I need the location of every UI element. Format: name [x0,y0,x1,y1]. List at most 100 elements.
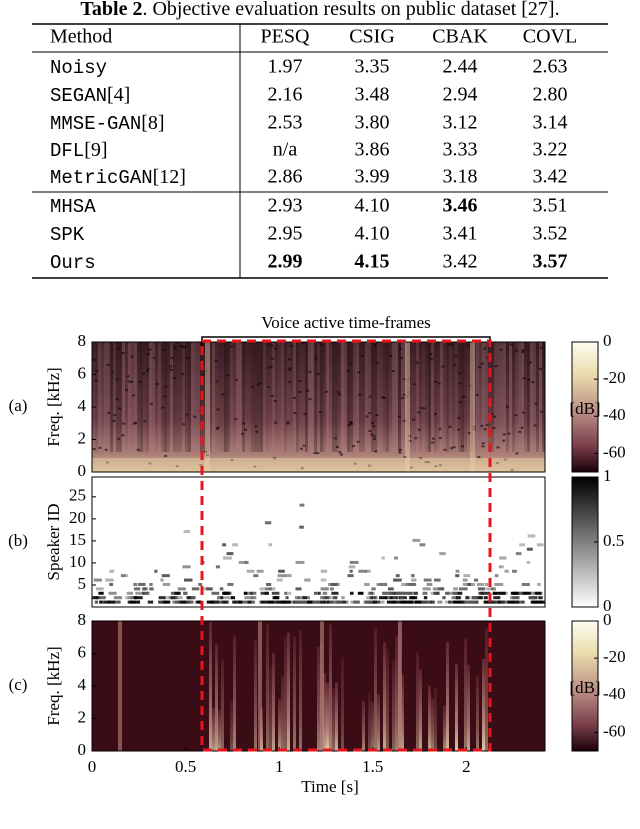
spectrogram-texture [341,342,344,452]
id-map-texture [268,600,275,604]
id-map-texture [390,591,395,595]
method-name: Noisy [50,57,107,79]
colorbar-tick-label: 1 [603,466,612,485]
value-cell: 2.63 [533,56,568,78]
value-cell: 2.16 [268,84,303,106]
spectrogram-texture [347,342,350,452]
id-map-texture [471,596,478,600]
id-map-texture [276,578,283,582]
spectrogram-texture [185,342,188,452]
spectrogram-texture [225,374,229,377]
spectrogram-texture [119,342,122,452]
spectrogram-texture [520,426,524,429]
spectrogram-texture [185,357,189,360]
id-map-texture [304,578,311,582]
id-map-texture [264,587,272,591]
spectrogram-texture [534,402,538,405]
id-map-texture [408,582,417,586]
spectrogram-texture [381,396,385,399]
id-map-texture [522,591,531,595]
spectrogram-texture [450,343,454,346]
spectrogram-texture [488,342,491,452]
colorbar [571,620,599,752]
id-map-texture [494,582,504,586]
spectrogram-texture [286,421,290,424]
spectrogram-texture [512,342,515,452]
spectrogram-texture [118,621,122,751]
spectrogram-texture [230,700,233,751]
id-map-texture [160,578,164,582]
spectrogram-texture [458,342,461,452]
spectrogram-texture [254,425,258,428]
spectrogram-texture [397,415,401,418]
id-map-texture [432,587,441,591]
spectrogram-texture [376,361,380,364]
id-map-texture [365,569,371,573]
spectrogram-texture [491,342,494,452]
id-map-texture [217,596,221,600]
id-map-texture [393,578,402,582]
id-map-texture [347,574,354,578]
spectrogram-texture [104,448,108,451]
id-map-texture [287,600,292,604]
method-cell: Noisy [50,57,107,79]
id-map-texture [307,600,316,604]
id-map-texture [323,600,330,604]
id-map-texture [320,578,327,582]
colorbar-label: [dB] [569,399,600,418]
id-map-texture [501,591,506,595]
id-map-texture [93,578,102,582]
spectrogram-texture [142,372,146,375]
y-tick-label: 8 [78,610,87,629]
spectrogram-texture [101,342,104,452]
spectrogram-texture [472,428,476,431]
spectrogram-texture [539,342,542,452]
spectrogram-texture [467,342,470,452]
spectrogram-texture [320,342,323,452]
spectrogram-texture [521,342,524,452]
id-map-texture [379,596,388,600]
method-name: DFL [50,140,84,162]
spectrogram-texture [94,379,98,382]
id-map-texture [251,596,257,600]
spectrogram-texture [417,411,421,414]
id-map-texture [238,560,248,564]
y-tick-label: 8 [78,331,87,350]
id-map-texture [243,591,248,595]
spectrogram-texture [419,406,423,409]
id-map-texture [365,600,371,604]
spectrogram-texture [152,356,156,359]
spectrogram-texture [521,349,525,352]
id-map-texture [385,596,393,600]
id-map-texture [484,596,488,600]
spectrogram-texture [499,348,503,351]
spectrogram-texture [148,348,152,351]
spectrogram-texture [182,342,185,452]
spectrogram-texture [395,635,398,751]
spectrogram-texture [402,393,406,396]
id-map-texture [349,591,354,595]
id-map-texture [224,596,233,600]
spectrogram-texture [365,415,369,418]
spectrogram-texture [306,389,310,392]
id-map-texture [183,591,188,595]
spectrogram-texture [212,708,215,751]
spectrogram-texture [373,437,377,440]
spectrogram-texture [149,342,152,452]
id-map-texture [387,587,394,591]
spectrogram-texture [419,457,423,460]
method-cell: Ours [50,252,96,274]
spectrogram-texture [416,342,419,452]
id-map-texture [477,582,485,586]
spectrogram-texture [302,342,305,452]
id-map-texture [141,587,148,591]
table-header: Method [50,26,112,48]
spectrogram-texture [368,412,372,415]
spectrogram-texture [485,628,488,751]
spectrogram-texture [431,437,435,440]
spectrogram-texture [437,342,440,452]
id-map-texture [149,582,153,586]
id-map-texture [331,591,339,595]
spectrogram-texture [403,378,407,381]
id-map-texture [177,587,186,591]
